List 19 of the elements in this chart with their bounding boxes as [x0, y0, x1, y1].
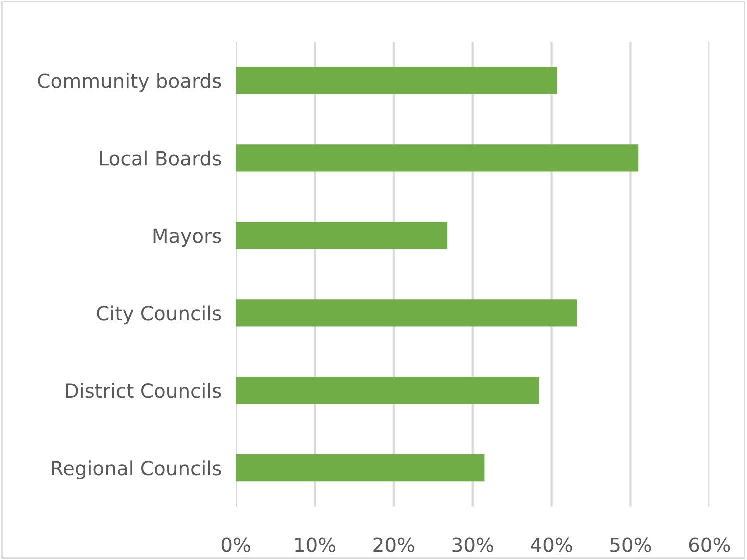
x-tick-label: 20%: [374, 538, 414, 552]
y-tick-label: Community boards: [38, 73, 222, 92]
x-tick-label: 30%: [452, 538, 494, 552]
x-tick-label: 40%: [531, 538, 572, 552]
x-tick-label: 10%: [296, 538, 336, 552]
bar: [236, 300, 578, 327]
y-tick-label: City Councils: [97, 306, 222, 325]
y-tick-label: Regional Councils: [52, 460, 222, 480]
x-tick-label: 60%: [689, 538, 730, 552]
y-tick-label: District Councils: [66, 383, 222, 398]
y-tick-label: Local Boards: [100, 150, 222, 166]
bar: [236, 377, 540, 404]
x-tick-label: 50%: [610, 538, 652, 552]
y-tick-label: Mayors: [154, 228, 222, 248]
x-tick-label: 0%: [222, 538, 250, 552]
bar: [236, 222, 448, 250]
bar: [236, 67, 558, 94]
bar: [236, 454, 485, 482]
bar: [236, 144, 639, 172]
